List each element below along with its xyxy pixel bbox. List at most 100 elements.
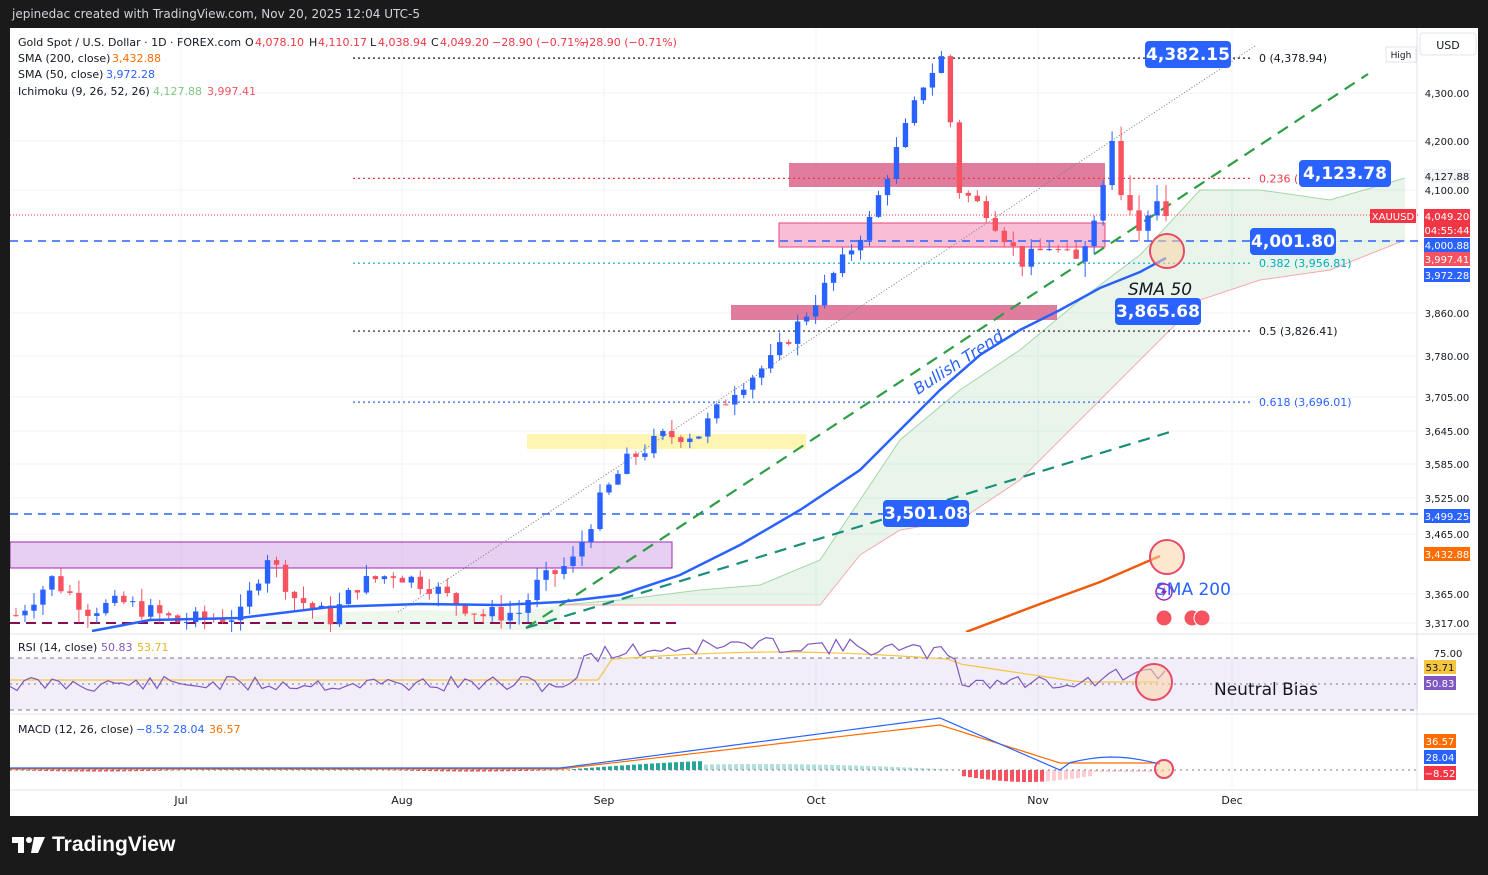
candle[interactable] bbox=[22, 610, 28, 616]
candle[interactable] bbox=[166, 613, 172, 616]
candle[interactable] bbox=[13, 615, 19, 617]
candle[interactable] bbox=[992, 218, 998, 231]
candle[interactable] bbox=[372, 576, 379, 580]
candle[interactable] bbox=[588, 529, 594, 543]
candle[interactable] bbox=[974, 195, 981, 202]
sma200-line[interactable] bbox=[965, 554, 1161, 632]
candle[interactable] bbox=[408, 576, 415, 583]
candle[interactable] bbox=[336, 604, 343, 625]
price-callout[interactable] bbox=[883, 500, 969, 527]
candle[interactable] bbox=[76, 592, 82, 610]
candle[interactable] bbox=[417, 576, 423, 590]
price-callout[interactable] bbox=[1250, 228, 1336, 255]
candle[interactable] bbox=[803, 316, 810, 322]
candle[interactable] bbox=[1073, 249, 1079, 259]
candle[interactable] bbox=[157, 605, 163, 614]
candle[interactable] bbox=[1091, 220, 1097, 247]
candle[interactable] bbox=[1028, 248, 1034, 267]
candle[interactable] bbox=[300, 598, 307, 604]
chart-panel[interactable] bbox=[10, 28, 1478, 816]
price-callout[interactable] bbox=[1299, 160, 1391, 187]
candle[interactable] bbox=[624, 453, 630, 474]
bullish-trendline[interactable] bbox=[525, 73, 1369, 629]
currency-button[interactable] bbox=[1419, 32, 1477, 56]
candle[interactable] bbox=[309, 603, 316, 609]
lower-support-zone[interactable] bbox=[731, 305, 1057, 320]
candle[interactable] bbox=[633, 453, 639, 457]
candle[interactable] bbox=[759, 368, 765, 378]
candle[interactable] bbox=[750, 377, 756, 390]
candle[interactable] bbox=[121, 595, 127, 603]
candle[interactable] bbox=[965, 192, 972, 196]
candle[interactable] bbox=[669, 431, 675, 438]
candle[interactable] bbox=[893, 147, 900, 179]
price-axis-ticks[interactable]: 4,300.00 4,200.00 4,100.00 3,860.00 3,780.00… bbox=[1425, 89, 1470, 630]
candle[interactable] bbox=[857, 239, 864, 251]
candle[interactable] bbox=[327, 605, 334, 625]
candle[interactable] bbox=[1010, 242, 1016, 247]
candle[interactable] bbox=[1118, 141, 1124, 196]
candle[interactable] bbox=[525, 600, 531, 613]
candle[interactable] bbox=[794, 321, 801, 344]
candle[interactable] bbox=[1046, 249, 1052, 251]
candle[interactable] bbox=[103, 602, 109, 614]
candle[interactable] bbox=[399, 577, 406, 583]
candle[interactable] bbox=[345, 590, 352, 605]
candle[interactable] bbox=[444, 586, 450, 594]
candle[interactable] bbox=[947, 56, 954, 123]
candle[interactable] bbox=[812, 305, 819, 317]
candle[interactable] bbox=[1082, 246, 1088, 262]
candle[interactable] bbox=[390, 576, 397, 578]
candle[interactable] bbox=[31, 604, 37, 611]
candle[interactable] bbox=[426, 589, 432, 594]
candle[interactable] bbox=[139, 601, 145, 617]
candle[interactable] bbox=[902, 122, 909, 148]
candle[interactable] bbox=[785, 342, 792, 344]
candle[interactable] bbox=[938, 56, 945, 73]
candle[interactable] bbox=[929, 72, 936, 88]
candle[interactable] bbox=[561, 566, 567, 575]
candle[interactable] bbox=[821, 282, 828, 306]
price-callout[interactable] bbox=[1115, 298, 1201, 325]
candle[interactable] bbox=[920, 87, 927, 101]
candle[interactable] bbox=[264, 560, 271, 584]
candle[interactable] bbox=[1064, 249, 1070, 251]
candle[interactable] bbox=[552, 570, 558, 575]
candle[interactable] bbox=[67, 591, 73, 593]
candle[interactable] bbox=[246, 590, 253, 607]
lower-trendline[interactable] bbox=[525, 430, 1171, 630]
us-flag-icon[interactable] bbox=[1193, 609, 1211, 627]
candle[interactable] bbox=[741, 389, 747, 395]
candle[interactable] bbox=[453, 593, 459, 605]
candle[interactable] bbox=[228, 620, 235, 622]
candle[interactable] bbox=[642, 453, 648, 457]
candle[interactable] bbox=[597, 492, 603, 530]
sma50-line[interactable] bbox=[91, 256, 1167, 632]
candle[interactable] bbox=[579, 542, 585, 557]
candle[interactable] bbox=[94, 613, 100, 616]
candle[interactable] bbox=[696, 436, 702, 439]
candle[interactable] bbox=[1037, 248, 1043, 251]
candle[interactable] bbox=[983, 201, 990, 219]
candle[interactable] bbox=[714, 404, 720, 419]
candle[interactable] bbox=[1154, 201, 1160, 216]
candle[interactable] bbox=[911, 100, 918, 123]
candle[interactable] bbox=[363, 576, 370, 593]
candle[interactable] bbox=[1055, 249, 1061, 251]
candle[interactable] bbox=[516, 612, 522, 614]
candle[interactable] bbox=[273, 560, 280, 565]
candle[interactable] bbox=[570, 556, 576, 567]
candle[interactable] bbox=[130, 601, 136, 603]
candle[interactable] bbox=[732, 394, 738, 405]
time-axis[interactable]: Jul Aug Sep Oct Nov Dec bbox=[173, 794, 1242, 807]
alert-icons[interactable] bbox=[1155, 583, 1211, 627]
candle[interactable] bbox=[112, 595, 118, 603]
candle[interactable] bbox=[776, 342, 783, 356]
candle[interactable] bbox=[884, 178, 891, 196]
candle[interactable] bbox=[49, 576, 55, 590]
candle[interactable] bbox=[498, 607, 504, 621]
candle[interactable] bbox=[201, 611, 208, 619]
candle[interactable] bbox=[1136, 210, 1142, 231]
candle[interactable] bbox=[282, 564, 289, 592]
